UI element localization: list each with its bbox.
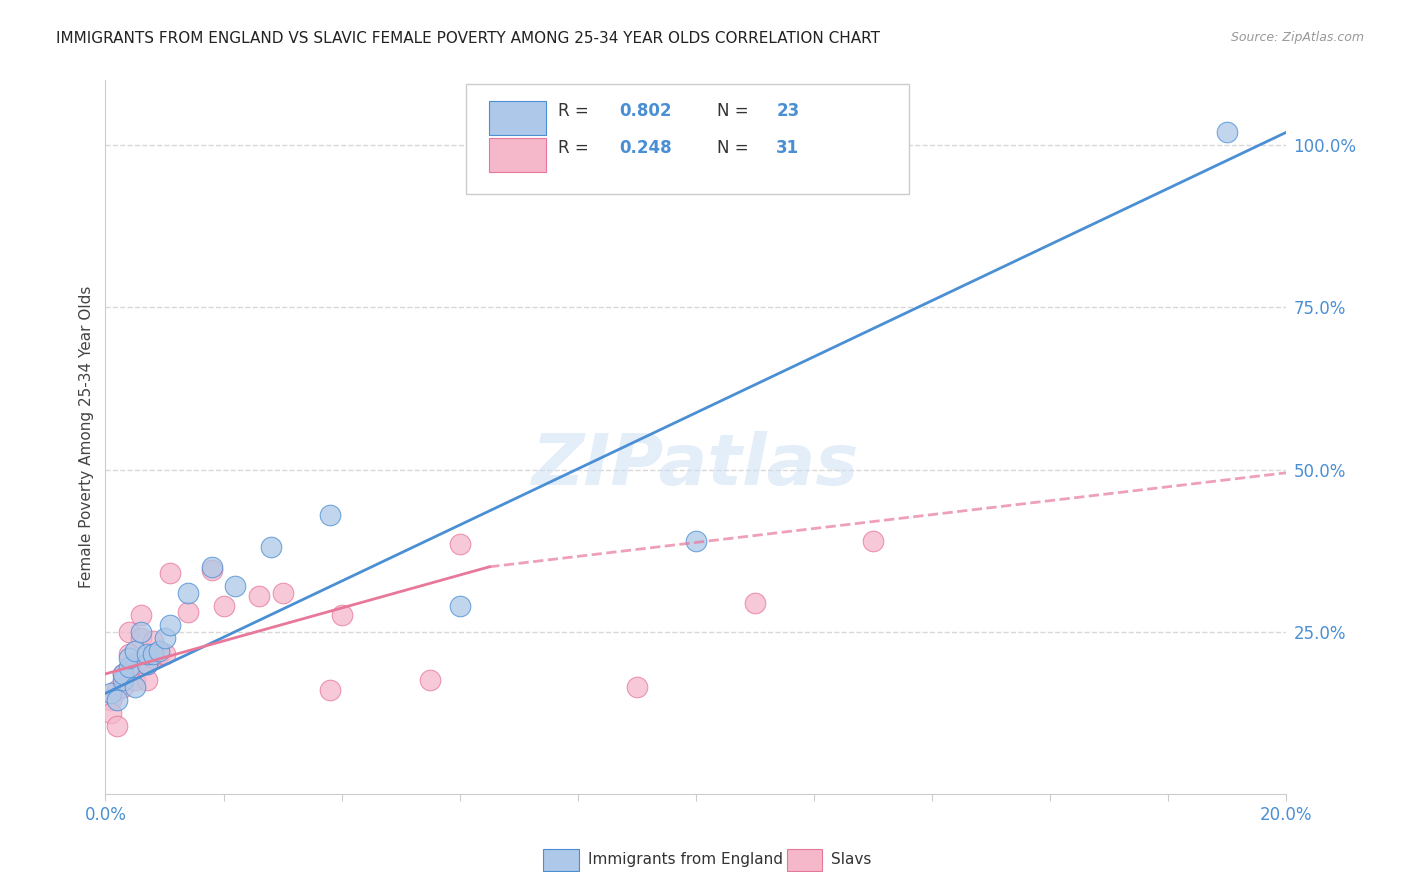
Point xyxy=(212,599,235,613)
Text: N =: N = xyxy=(717,139,754,157)
Text: 0.802: 0.802 xyxy=(619,102,672,120)
Point xyxy=(744,595,766,609)
FancyBboxPatch shape xyxy=(465,84,908,194)
Point xyxy=(1216,125,1239,139)
Point xyxy=(129,631,152,645)
Point xyxy=(100,686,122,700)
Point xyxy=(142,650,165,665)
Text: N =: N = xyxy=(717,102,754,120)
Point xyxy=(100,693,122,707)
Text: Source: ZipAtlas.com: Source: ZipAtlas.com xyxy=(1230,31,1364,45)
Point xyxy=(124,657,146,672)
Point xyxy=(118,650,141,665)
Point xyxy=(626,680,648,694)
Text: 23: 23 xyxy=(776,102,800,120)
Point xyxy=(129,608,152,623)
Text: Immigrants from England: Immigrants from England xyxy=(588,853,783,867)
Point xyxy=(319,683,342,698)
Point xyxy=(135,657,157,672)
Point xyxy=(118,624,141,639)
Point xyxy=(449,599,471,613)
Point xyxy=(685,533,707,548)
Point xyxy=(177,586,200,600)
Text: R =: R = xyxy=(558,139,593,157)
Point xyxy=(135,673,157,688)
Point xyxy=(159,566,181,581)
Point xyxy=(118,660,141,674)
Point xyxy=(100,706,122,720)
FancyBboxPatch shape xyxy=(489,138,546,172)
Point xyxy=(449,537,471,551)
Point xyxy=(124,644,146,658)
Point xyxy=(112,666,135,681)
Point xyxy=(224,579,246,593)
Text: IMMIGRANTS FROM ENGLAND VS SLAVIC FEMALE POVERTY AMONG 25-34 YEAR OLDS CORRELATI: IMMIGRANTS FROM ENGLAND VS SLAVIC FEMALE… xyxy=(56,31,880,46)
FancyBboxPatch shape xyxy=(543,848,579,871)
Point xyxy=(142,634,165,648)
FancyBboxPatch shape xyxy=(489,101,546,136)
Point xyxy=(112,673,135,688)
Point xyxy=(105,683,128,698)
Point xyxy=(201,559,224,574)
Point xyxy=(271,586,294,600)
Point xyxy=(112,666,135,681)
Point xyxy=(129,624,152,639)
Point xyxy=(112,680,135,694)
Point xyxy=(260,541,283,555)
Point xyxy=(330,608,353,623)
Point xyxy=(105,693,128,707)
Point xyxy=(153,648,176,662)
Point xyxy=(201,563,224,577)
Point xyxy=(142,648,165,662)
Y-axis label: Female Poverty Among 25-34 Year Olds: Female Poverty Among 25-34 Year Olds xyxy=(79,286,94,588)
Point xyxy=(419,673,441,688)
Point xyxy=(159,618,181,632)
Point xyxy=(135,648,157,662)
Point xyxy=(247,589,270,603)
Point xyxy=(148,648,170,662)
FancyBboxPatch shape xyxy=(786,848,823,871)
Point xyxy=(124,680,146,694)
Text: ZIPatlas: ZIPatlas xyxy=(533,431,859,500)
Point xyxy=(105,719,128,733)
Text: Slavs: Slavs xyxy=(831,853,872,867)
Text: 31: 31 xyxy=(776,139,800,157)
Point xyxy=(153,631,176,645)
Point xyxy=(862,533,884,548)
Text: R =: R = xyxy=(558,102,593,120)
Point xyxy=(177,605,200,619)
Text: 0.248: 0.248 xyxy=(619,139,672,157)
Point xyxy=(124,673,146,688)
Point xyxy=(148,644,170,658)
Point xyxy=(319,508,342,522)
Point xyxy=(118,648,141,662)
Point xyxy=(135,657,157,672)
